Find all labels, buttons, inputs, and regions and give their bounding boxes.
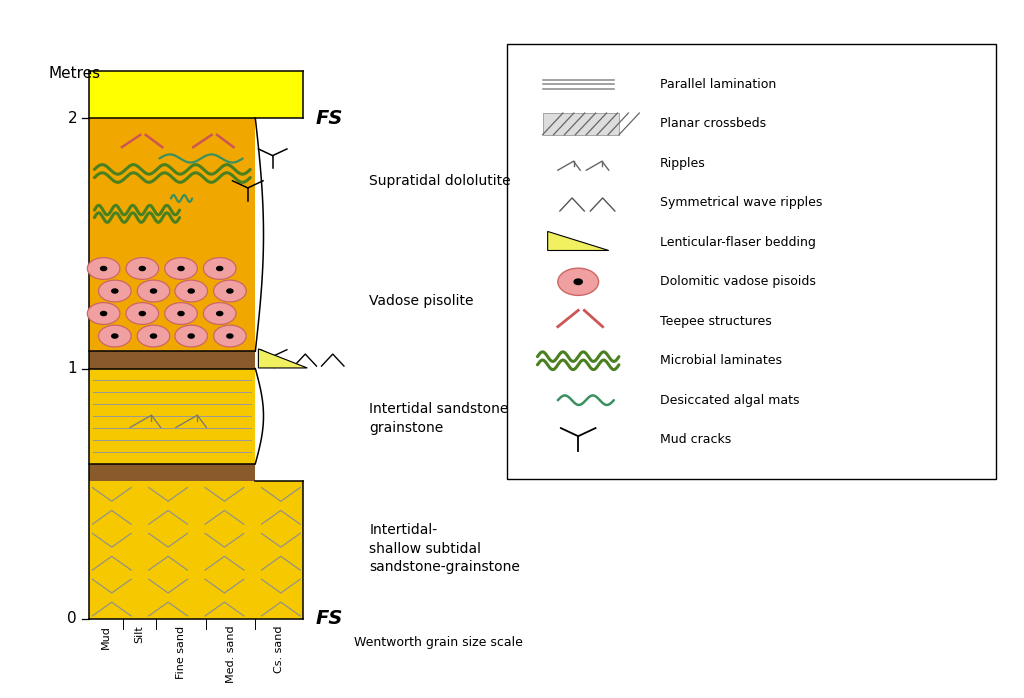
Circle shape	[165, 303, 198, 325]
Circle shape	[227, 334, 232, 338]
Polygon shape	[258, 349, 307, 368]
Text: Intertidal-
shallow subtidal
sandstone-grainstone: Intertidal- shallow subtidal sandstone-g…	[370, 524, 520, 574]
Text: FS: FS	[315, 609, 343, 628]
Circle shape	[204, 258, 236, 279]
Circle shape	[178, 311, 184, 315]
Text: 2: 2	[68, 111, 77, 126]
Circle shape	[151, 289, 157, 293]
Text: Mud: Mud	[101, 625, 112, 649]
Circle shape	[98, 280, 131, 302]
Text: Wentworth grain size scale: Wentworth grain size scale	[354, 636, 523, 648]
Circle shape	[87, 303, 120, 325]
Circle shape	[558, 268, 599, 295]
Circle shape	[137, 325, 170, 347]
Polygon shape	[548, 232, 608, 251]
FancyBboxPatch shape	[507, 43, 995, 479]
Bar	[89, 481, 303, 618]
Bar	[89, 463, 255, 481]
Circle shape	[214, 280, 246, 302]
Circle shape	[126, 258, 159, 279]
Text: 0: 0	[68, 611, 77, 626]
Text: Vadose pisolite: Vadose pisolite	[370, 294, 474, 308]
Text: Microbial laminates: Microbial laminates	[659, 354, 781, 367]
Circle shape	[574, 279, 583, 285]
Circle shape	[139, 311, 145, 315]
Circle shape	[204, 303, 236, 325]
Text: Teepee structures: Teepee structures	[659, 315, 771, 328]
Circle shape	[100, 267, 106, 271]
Text: FS: FS	[315, 109, 343, 128]
Circle shape	[100, 311, 106, 315]
Circle shape	[217, 267, 223, 271]
Text: Silt: Silt	[134, 625, 144, 643]
Text: Ripples: Ripples	[659, 157, 706, 170]
Text: Dolomitic vadose pisoids: Dolomitic vadose pisoids	[659, 275, 815, 288]
Circle shape	[151, 334, 157, 338]
Text: Parallel lamination: Parallel lamination	[659, 78, 776, 91]
Circle shape	[178, 267, 184, 271]
Circle shape	[165, 258, 198, 279]
Text: Desiccated algal mats: Desiccated algal mats	[659, 394, 799, 407]
Circle shape	[112, 334, 118, 338]
Circle shape	[175, 280, 208, 302]
Circle shape	[227, 289, 232, 293]
Bar	[89, 351, 255, 369]
Text: Metres: Metres	[48, 66, 100, 81]
Bar	[89, 369, 255, 463]
Text: Intertidal sandstone
grainstone: Intertidal sandstone grainstone	[370, 402, 509, 435]
Circle shape	[214, 325, 246, 347]
Bar	[543, 113, 618, 135]
Circle shape	[139, 267, 145, 271]
Bar	[89, 70, 303, 119]
Circle shape	[98, 325, 131, 347]
Circle shape	[137, 280, 170, 302]
Text: Fine sand: Fine sand	[176, 625, 186, 678]
Circle shape	[217, 311, 223, 315]
Circle shape	[87, 258, 120, 279]
Circle shape	[188, 289, 195, 293]
Text: Cs. sand: Cs. sand	[274, 625, 285, 673]
Circle shape	[112, 289, 118, 293]
Circle shape	[188, 334, 195, 338]
Text: Med. sand: Med. sand	[226, 625, 236, 683]
Text: 1: 1	[68, 361, 77, 376]
Circle shape	[175, 325, 208, 347]
Text: Supratidal dololutite: Supratidal dololutite	[370, 174, 511, 188]
Circle shape	[126, 303, 159, 325]
Bar	[89, 119, 255, 351]
Text: Mud cracks: Mud cracks	[659, 433, 731, 446]
Text: Symmetrical wave ripples: Symmetrical wave ripples	[659, 196, 822, 209]
Text: Planar crossbeds: Planar crossbeds	[659, 117, 766, 131]
Text: Lenticular-flaser bedding: Lenticular-flaser bedding	[659, 236, 815, 248]
